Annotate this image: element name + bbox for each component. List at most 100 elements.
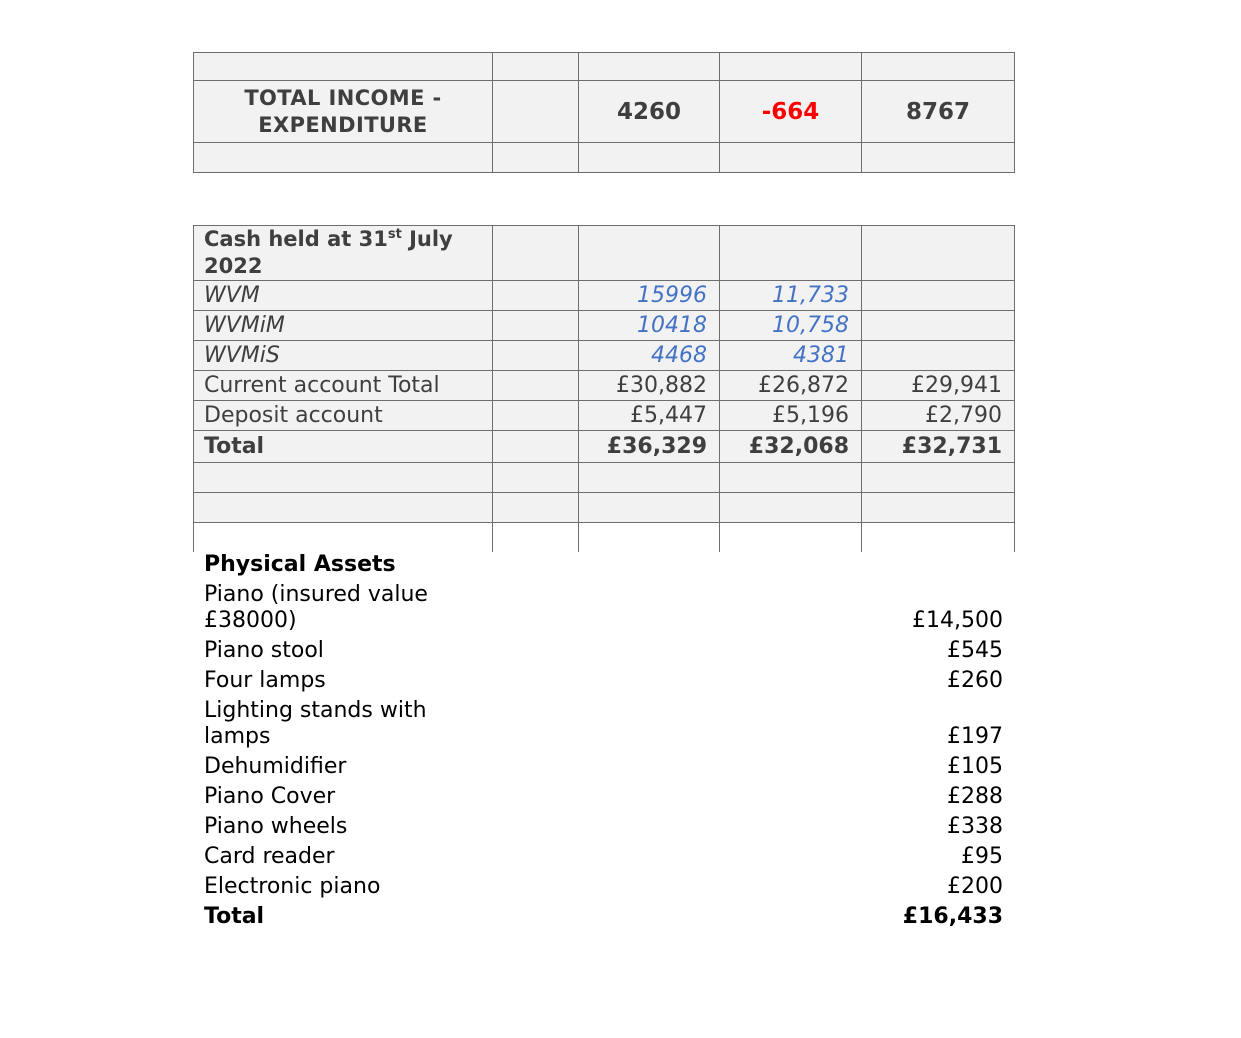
income-expenditure-table: TOTAL INCOME - EXPENDITURE 4260 -664 876… <box>193 52 1015 173</box>
row-value: £5,196 <box>719 400 862 431</box>
row-value: 11,733 <box>719 280 862 311</box>
income-value-1: 4260 <box>578 80 720 143</box>
cash-row-wvmis: WVMiS 4468 4381 <box>193 340 1015 371</box>
row-value: 4468 <box>578 340 720 371</box>
cash-held-table: Cash held at 31st July 2022 WVM 15996 11… <box>193 225 1015 552</box>
asset-label: Lighting stands with lamps <box>204 698 427 749</box>
empty-cell <box>492 142 579 173</box>
asset-label: Electronic piano <box>204 874 381 899</box>
empty-cell <box>492 225 579 281</box>
row-value: £36,329 <box>578 430 720 463</box>
empty-cell <box>719 492 862 523</box>
cash-row-deposit-account: Deposit account £5,447 £5,196 £2,790 <box>193 400 1015 431</box>
row-value: £32,068 <box>719 430 862 463</box>
income-value-3: 8767 <box>861 80 1015 143</box>
cash-white-row <box>193 522 1015 552</box>
empty-cell <box>719 52 862 81</box>
row-value: 10,758 <box>719 310 862 341</box>
cash-header-superscript: st <box>387 227 402 242</box>
row-value <box>861 310 1015 341</box>
empty-cell <box>193 142 493 173</box>
income-spacer-row-top <box>193 52 1015 81</box>
asset-label: Dehumidifier <box>204 754 347 779</box>
physical-assets-list: Piano (insured value £38000) £14,500 Piano… <box>204 582 1003 930</box>
empty-cell <box>578 462 720 493</box>
asset-row: Piano wheels £338 <box>204 814 1003 840</box>
asset-value: £260 <box>947 668 1003 693</box>
empty-cell <box>492 492 579 523</box>
asset-row: Four lamps £260 <box>204 668 1003 694</box>
income-spacer-row-bottom <box>193 142 1015 173</box>
asset-value: £200 <box>947 874 1003 899</box>
empty-cell <box>492 340 579 371</box>
cash-header-suffix: July 2022 <box>204 227 453 278</box>
empty-cell <box>492 400 579 431</box>
asset-value: £95 <box>961 844 1003 869</box>
empty-cell <box>578 492 720 523</box>
row-label: Total <box>193 430 493 463</box>
asset-row: Lighting stands with lamps £197 <box>204 698 1003 750</box>
physical-assets-section: Physical Assets Piano (insured value £38… <box>204 552 1003 930</box>
cash-spacer-row-1 <box>193 462 1015 493</box>
income-value-2-negative: -664 <box>719 80 862 143</box>
asset-value: £197 <box>947 724 1003 749</box>
empty-cell <box>492 52 579 81</box>
row-label: WVM <box>193 280 493 311</box>
asset-row: Piano Cover £288 <box>204 784 1003 810</box>
empty-cell <box>719 522 862 552</box>
asset-label: Four lamps <box>204 668 326 693</box>
empty-cell <box>492 430 579 463</box>
cash-row-wvmim: WVMiM 10418 10,758 <box>193 310 1015 341</box>
row-value: £26,872 <box>719 370 862 401</box>
cash-header-label: Cash held at 31st July 2022 <box>193 225 493 281</box>
cash-row-wvm: WVM 15996 11,733 <box>193 280 1015 311</box>
empty-cell <box>861 462 1015 493</box>
cash-row-total: Total £36,329 £32,068 £32,731 <box>193 430 1015 463</box>
asset-value: £545 <box>947 638 1003 663</box>
empty-cell <box>578 225 720 281</box>
row-value: £32,731 <box>861 430 1015 463</box>
empty-cell <box>492 80 579 143</box>
asset-label: Card reader <box>204 844 335 869</box>
empty-cell <box>492 462 579 493</box>
row-value: £2,790 <box>861 400 1015 431</box>
row-label: Deposit account <box>193 400 493 431</box>
empty-cell <box>193 522 493 552</box>
row-label: WVMiM <box>193 310 493 341</box>
empty-cell <box>193 492 493 523</box>
asset-label: Total <box>204 904 265 929</box>
asset-row: Card reader £95 <box>204 844 1003 870</box>
asset-value: £16,433 <box>902 904 1003 929</box>
row-value: £5,447 <box>578 400 720 431</box>
cash-row-current-account-total: Current account Total £30,882 £26,872 £2… <box>193 370 1015 401</box>
asset-label: Piano wheels <box>204 814 348 839</box>
row-label: WVMiS <box>193 340 493 371</box>
row-value: £29,941 <box>861 370 1015 401</box>
asset-value: £105 <box>947 754 1003 779</box>
empty-cell <box>861 52 1015 81</box>
asset-value: £288 <box>947 784 1003 809</box>
empty-cell <box>861 522 1015 552</box>
cash-header-prefix: Cash held at 31 <box>204 227 388 251</box>
row-value: 10418 <box>578 310 720 341</box>
income-total-row: TOTAL INCOME - EXPENDITURE 4260 -664 876… <box>193 80 1015 143</box>
asset-value: £338 <box>947 814 1003 839</box>
empty-cell <box>578 142 720 173</box>
empty-cell <box>193 462 493 493</box>
empty-cell <box>492 310 579 341</box>
asset-label: Piano stool <box>204 638 324 663</box>
empty-cell <box>719 142 862 173</box>
empty-cell <box>492 522 579 552</box>
row-value: £30,882 <box>578 370 720 401</box>
empty-cell <box>492 370 579 401</box>
row-label: Current account Total <box>193 370 493 401</box>
empty-cell <box>193 52 493 81</box>
empty-cell <box>861 492 1015 523</box>
cash-spacer-row-2 <box>193 492 1015 523</box>
empty-cell <box>861 225 1015 281</box>
empty-cell <box>578 522 720 552</box>
physical-assets-title: Physical Assets <box>204 552 396 577</box>
asset-row: Dehumidifier £105 <box>204 754 1003 780</box>
empty-cell <box>578 52 720 81</box>
